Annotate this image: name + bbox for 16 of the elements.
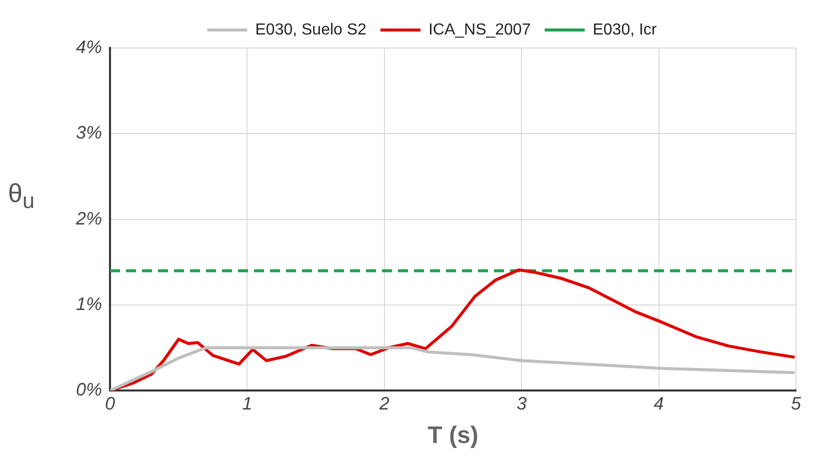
x-tick-label: 0 <box>105 393 116 414</box>
y-tick-label: 0% <box>76 380 102 400</box>
legend-label: ICA_NS_2007 <box>428 21 531 38</box>
y-tick-label: 1% <box>76 294 102 314</box>
x-tick-label: 1 <box>242 393 252 414</box>
legend-label: E030, Suelo S2 <box>255 21 367 38</box>
y-tick-label: 3% <box>76 122 102 143</box>
x-tick-label: 3 <box>516 393 527 414</box>
y-tick-label: 2% <box>75 208 102 228</box>
x-axis-title: T (s) <box>428 422 478 450</box>
x-tick-label: 2 <box>378 393 390 414</box>
y-tick-label: 4% <box>76 37 102 57</box>
legend-label: E030, Icr <box>592 21 658 38</box>
y-axis-title: θ$_{u}$ <box>8 178 35 214</box>
x-tick-label: 5 <box>790 393 802 414</box>
x-tick-label: 4 <box>654 393 664 414</box>
